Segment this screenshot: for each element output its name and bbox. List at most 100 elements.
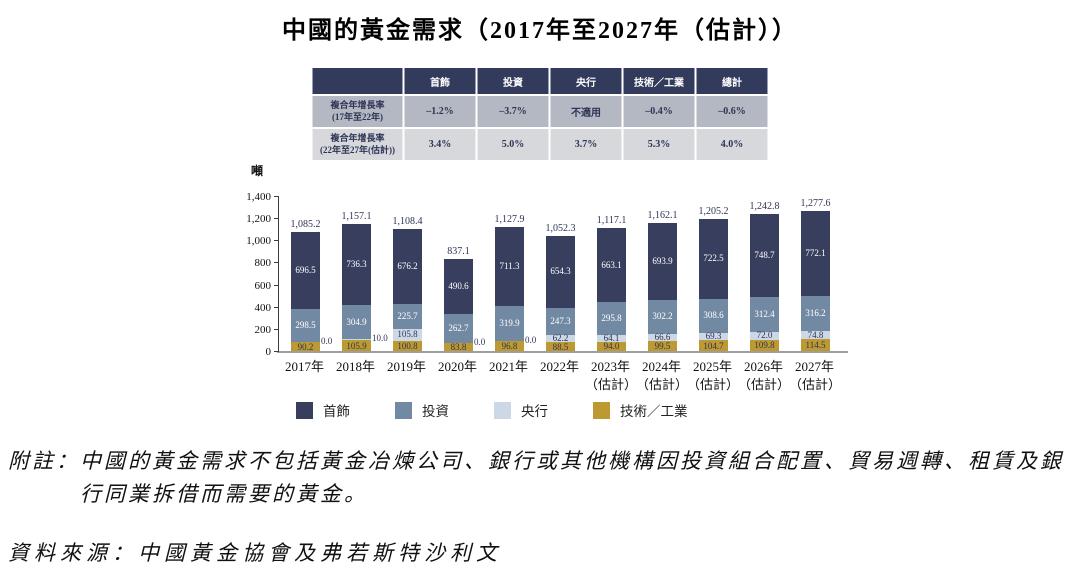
bar-segment: 308.6 [699, 298, 728, 333]
y-axis-tick-mark [274, 196, 279, 197]
bar-segment: 90.2 [291, 342, 320, 352]
bar-segment-label: 90.2 [297, 341, 314, 352]
y-axis-tick-mark [274, 328, 279, 330]
bar-segment: 663.1 [597, 228, 626, 302]
bar-segment: 693.9 [648, 223, 677, 301]
bar-total-label: 1,108.4 [392, 216, 423, 228]
bar-segment: 748.7 [750, 214, 779, 298]
plot-area: 1,085.2 696.5 298.5 0.0 90.2 1,157.1 736.3 304.… [246, 191, 848, 358]
bar-segment-label: 109.8 [754, 340, 775, 351]
x-axis-label: 2021年 [488, 359, 528, 374]
cagr-cell: –3.7% [477, 96, 549, 127]
bar-segment: 711.3 [495, 227, 524, 306]
footnote: 附註： 中國的黃金需求不包括黃金冶煉公司、銀行或其他機構因投資組合配置、貿易週轉… [8, 445, 1076, 510]
bar-segment-label: 308.6 [703, 310, 724, 321]
bar-segment-label: 736.3 [346, 259, 367, 270]
bar-total-label: 1,277.6 [800, 197, 831, 209]
stacked-bar: 1,242.8 748.7 312.4 72.0 109.8 [750, 201, 780, 352]
bar-segment-label: 312.4 [754, 309, 775, 320]
stacked-bar: 1,205.2 722.5 308.6 69.3 104.7 [699, 206, 729, 352]
chart-legend: 首飾 投資 央行 技術／工業 [296, 400, 688, 420]
bar-segment-label: 99.5 [654, 340, 671, 351]
y-axis-tick-label: 400 [254, 301, 272, 314]
bar-segment: 304.9 [342, 305, 371, 340]
bar-segment-label: 295.8 [601, 312, 622, 323]
bar-segment: 319.9 [495, 305, 524, 342]
bar-segment: 109.8 [750, 339, 779, 352]
bar-total-label: 1,157.1 [341, 210, 372, 222]
y-axis-tick-label: 200 [254, 323, 272, 336]
y-axis-tick-label: 600 [254, 279, 272, 292]
legend-swatch [494, 401, 511, 419]
bar-segment-label: 66.6 [654, 331, 671, 342]
legend-item: 首飾 [296, 400, 350, 420]
bar-total-label: 1,127.9 [494, 214, 525, 226]
legend-item: 技術／工業 [593, 400, 688, 420]
y-axis-tick-label: 1,000 [246, 235, 271, 248]
bar-segment: 298.5 [291, 308, 320, 343]
bar-segment: 262.7 [444, 313, 473, 343]
x-axis-label: 2017年 [284, 359, 324, 374]
bar-segment-label: 772.1 [805, 247, 826, 258]
stacked-bar: 1,162.1 693.9 302.2 66.6 99.5 [647, 210, 678, 352]
bar-outside-label: 0.0 [525, 335, 537, 346]
bar-total-label: 837.1 [447, 246, 470, 258]
x-axis-label: 2027年 （估計） [789, 359, 842, 392]
bar-total-label: 1,117.1 [596, 215, 627, 227]
footnote-text: 中國的黃金需求不包括黃金冶煉公司、銀行或其他機構因投資組合配置、貿易週轉、租賃及… [80, 449, 1064, 506]
x-axis-label: 2018年 [335, 359, 375, 374]
y-axis-tick-mark [274, 240, 279, 242]
bar-segment-label: 693.9 [652, 256, 673, 267]
bar-segment-label: 69.3 [705, 331, 722, 342]
bar-segment: 94.0 [597, 341, 626, 352]
cagr-col-blank [312, 68, 403, 94]
y-axis-tick-label: 800 [254, 257, 272, 270]
bar-segment: 105.8 [393, 329, 422, 341]
bar-segment-label: 100.8 [397, 340, 418, 351]
bar-segment: 66.6 [648, 331, 677, 342]
footnote-label: 附註： [8, 449, 80, 473]
bar-segment-label: 316.2 [805, 308, 826, 319]
bar-segment-label: 748.7 [754, 250, 775, 261]
bar-segment-label: 104.7 [703, 340, 724, 351]
bar-segment: 99.5 [648, 340, 677, 352]
bar-segment-label: 247.3 [550, 316, 571, 327]
bar-segment-label: 96.8 [501, 341, 518, 352]
bar-segment-label: 94.0 [603, 341, 620, 352]
bar-segment-label: 298.5 [295, 319, 316, 330]
cagr-cell: 不適用 [550, 96, 622, 127]
bar-outside-label: 10.0 [372, 333, 388, 344]
bar-segment: 64.1 [597, 333, 626, 342]
bar-segment-label: 83.8 [450, 341, 467, 352]
y-axis-tick-mark [274, 262, 279, 264]
bar-total-label: 1,162.1 [647, 210, 678, 222]
bar-segment-label: 722.5 [703, 253, 724, 264]
bar-total-label: 1,085.2 [290, 218, 321, 230]
x-axis-label: 2020年 [437, 359, 477, 374]
legend-label: 首飾 [323, 404, 350, 419]
bar-segment: 676.2 [393, 229, 422, 305]
cagr-cell: 4.0% [696, 129, 768, 160]
cagr-cell: 5.0% [477, 129, 549, 160]
bar-segment: 316.2 [801, 296, 830, 332]
x-axis-labels: 2017年 2018年 2019年 2020年 2021年 2022年 2023年 （估計）… [279, 358, 849, 393]
legend-label: 央行 [521, 404, 548, 419]
legend-swatch [296, 401, 313, 419]
bar-outside-label: 0.0 [321, 336, 333, 347]
stacked-bar: 1,117.1 663.1 295.8 64.1 94.0 [597, 215, 626, 352]
bar-segment [342, 339, 371, 341]
bar-segment: 88.5 [546, 342, 575, 352]
bar-segment: 295.8 [597, 301, 626, 335]
cagr-col-tech-industry: 技術／工業 [623, 68, 695, 94]
bar-segment: 74.8 [801, 330, 830, 340]
stacked-bar: 1,157.1 736.3 304.9 10.0 105.9 [341, 210, 388, 352]
y-axis-tick-label: 1,200 [246, 213, 271, 226]
bar-segment: 100.8 [393, 340, 422, 352]
cagr-cell: –0.6% [696, 96, 768, 127]
bar-segment: 104.7 [699, 340, 728, 352]
bar-segment: 696.5 [291, 231, 320, 309]
x-axis-label: 2026年 （估計） [738, 359, 791, 392]
bar-segment: 69.3 [699, 331, 728, 342]
bar-segment-label: 72.0 [756, 330, 773, 341]
